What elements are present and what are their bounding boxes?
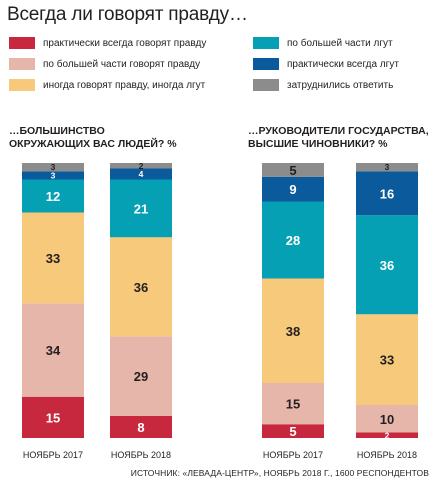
bar-value-label: 3 <box>51 162 56 172</box>
category-label: НОЯБРЬ 2017 <box>23 450 83 460</box>
bar-segment <box>110 336 172 416</box>
bar-value-label: 38 <box>286 324 300 339</box>
bar-segment <box>262 176 324 202</box>
legend: практически всегда говорят правду по бол… <box>0 0 437 100</box>
legend-item: по большей части говорят правду <box>9 58 200 70</box>
category-label: НОЯБРЬ 2017 <box>263 450 323 460</box>
legend-item: практически всегда говорят правду <box>9 37 206 49</box>
bar-value-label: 34 <box>46 343 61 358</box>
bar-segment <box>22 171 84 180</box>
legend-swatch-icon <box>9 58 35 70</box>
bar-value-label: 36 <box>134 280 148 295</box>
bar-segment <box>262 278 324 383</box>
panel-title-line: …БОЛЬШИНСТВО <box>9 125 105 137</box>
bar-segment <box>22 396 84 438</box>
bar-value-label: 10 <box>380 412 394 427</box>
legend-swatch-icon <box>9 79 35 91</box>
bar-value-label: 16 <box>380 186 394 201</box>
chart-title: Всегда ли говорят правду… <box>7 4 248 25</box>
panel-title-line: ОКРУЖАЮЩИХ ВАС ЛЮДЕЙ? % <box>9 138 177 150</box>
legend-item: иногда говорят правду, иногда лгут <box>9 79 205 91</box>
bar-value-label: 15 <box>46 410 60 425</box>
bar-segment <box>356 432 418 438</box>
category-label: НОЯБРЬ 2018 <box>111 450 171 460</box>
bar-value-label: 29 <box>134 369 148 384</box>
legend-label: по большей части лгут <box>287 37 393 49</box>
bar-value-label: 12 <box>46 189 60 204</box>
panel-title-officials: …РУКОВОДИТЕЛИ ГОСУДАРСТВА, ВЫСШИЕ ЧИНОВН… <box>248 125 429 151</box>
bar-value-label: 21 <box>134 201 148 216</box>
bar-segment <box>262 383 324 425</box>
bar-value-label: 5 <box>289 424 296 439</box>
legend-label: затруднились ответить <box>287 79 394 91</box>
legend-swatch-icon <box>9 37 35 49</box>
bar-segment <box>22 212 84 304</box>
bar-value-label: 5 <box>289 163 296 178</box>
legend-swatch-icon <box>253 37 279 49</box>
legend-swatch-icon <box>253 58 279 70</box>
legend-label: по большей части говорят правду <box>43 58 201 70</box>
legend-swatch-icon <box>253 79 279 91</box>
legend-label: практически всегда говорят правду <box>43 37 207 49</box>
bar-segment <box>262 424 324 438</box>
bar-segment <box>110 416 172 438</box>
bar-segment <box>22 303 84 397</box>
bar-value-label: 33 <box>46 251 60 266</box>
bar-segment <box>22 179 84 213</box>
bar-segment <box>110 179 172 238</box>
legend-item: практически всегда лгут <box>253 58 399 70</box>
bar-segment <box>110 163 172 169</box>
bar-value-label: 3 <box>51 170 56 180</box>
bar-value-label: 4 <box>139 169 144 179</box>
legend-label: практически всегда лгут <box>287 58 399 70</box>
panel-title-people: …БОЛЬШИНСТВО ОКРУЖАЮЩИХ ВАС ЛЮДЕЙ? % <box>9 125 177 151</box>
bar-segment <box>356 171 418 216</box>
bar-value-label: 8 <box>137 420 144 435</box>
legend-item: затруднились ответить <box>253 79 393 91</box>
bar-value-label: 2 <box>385 430 390 440</box>
bar-segment <box>356 405 418 433</box>
bar-segment <box>22 163 84 172</box>
panel-title-line: …РУКОВОДИТЕЛИ ГОСУДАРСТВА, <box>248 125 429 137</box>
category-label: НОЯБРЬ 2018 <box>357 450 417 460</box>
bar-segment <box>110 237 172 337</box>
bar-value-label: 3 <box>385 162 390 172</box>
bar-segment <box>356 215 418 315</box>
bar-segment <box>356 163 418 172</box>
bar-segment <box>356 314 418 405</box>
bar-segment <box>262 201 324 279</box>
bar-value-label: 33 <box>380 353 394 368</box>
bar-segment <box>262 163 324 177</box>
bar-value-label: 9 <box>289 182 296 197</box>
bar-segment <box>110 168 172 180</box>
legend-item: по большей части лгут <box>253 37 393 49</box>
bar-value-label: 15 <box>286 397 300 412</box>
bar-value-label: 28 <box>286 233 300 248</box>
panel-title-line: ВЫСШИЕ ЧИНОВНИКИ? % <box>248 138 388 150</box>
source-note: ИСТОЧНИК: «ЛЕВАДА-ЦЕНТР», НОЯБРЬ 2018 Г.… <box>130 468 429 478</box>
legend-label: иногда говорят правду, иногда лгут <box>43 79 206 91</box>
bar-value-label: 2 <box>139 161 144 171</box>
bar-value-label: 36 <box>380 258 394 273</box>
